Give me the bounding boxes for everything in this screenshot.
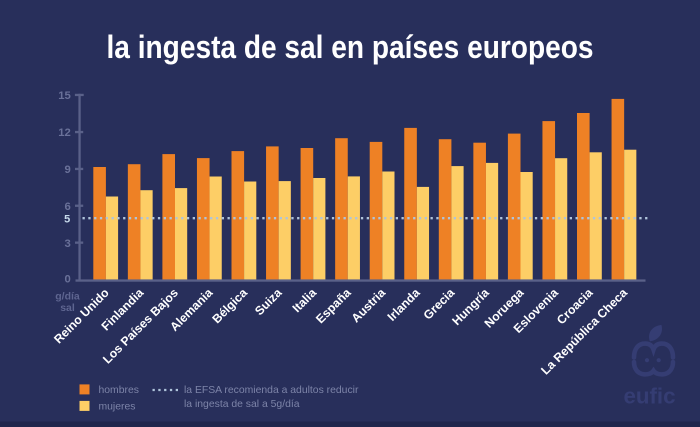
- svg-text:0: 0: [65, 274, 71, 286]
- svg-text:6: 6: [65, 201, 71, 213]
- svg-text:15: 15: [58, 90, 71, 102]
- svg-text:5: 5: [64, 213, 70, 225]
- svg-text:g/día: g/día: [55, 291, 80, 303]
- svg-text:mujeres: mujeres: [99, 402, 136, 413]
- svg-text:9: 9: [65, 164, 71, 176]
- svg-text:la ingesta de sal en países eu: la ingesta de sal en países europeos: [107, 29, 594, 65]
- svg-text:la ingesta de sal a 5g/día: la ingesta de sal a 5g/día: [184, 399, 300, 410]
- svg-text:12: 12: [58, 127, 71, 139]
- svg-text:sal: sal: [60, 302, 75, 314]
- svg-text:la EFSA recomienda a adultos r: la EFSA recomienda a adultos reducir: [184, 385, 359, 396]
- svg-text:hombres: hombres: [99, 385, 139, 396]
- svg-text:3: 3: [65, 238, 71, 250]
- svg-text:eufic: eufic: [623, 384, 675, 409]
